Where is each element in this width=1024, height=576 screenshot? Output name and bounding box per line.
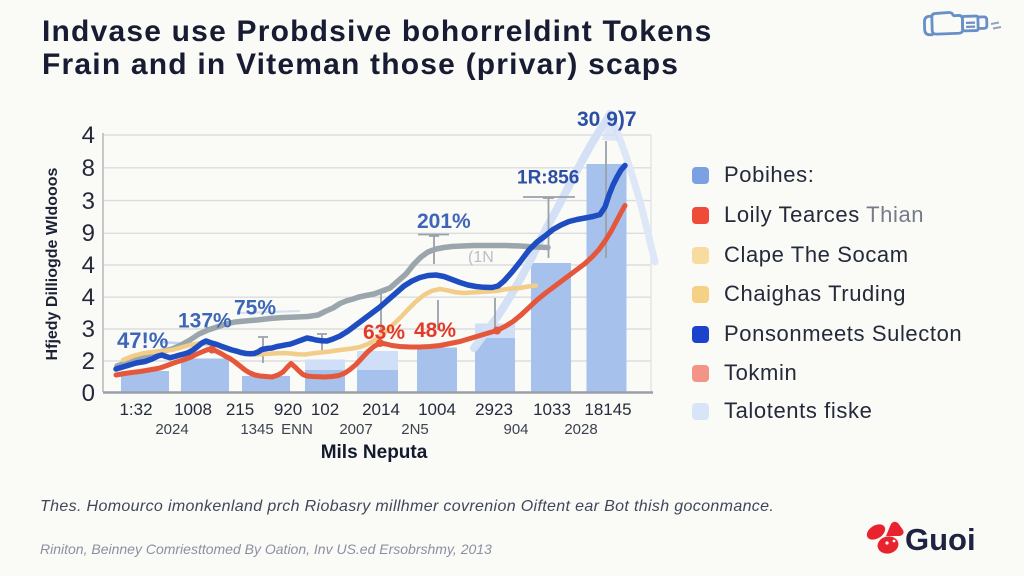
svg-text:137%: 137%: [178, 310, 232, 333]
svg-text:3: 3: [82, 316, 95, 343]
svg-text:1:32: 1:32: [119, 400, 152, 419]
svg-text:47!%: 47!%: [117, 328, 168, 353]
svg-text:9: 9: [82, 220, 95, 247]
svg-text:30 9)7: 30 9)7: [577, 108, 637, 131]
svg-text:4: 4: [82, 252, 95, 279]
svg-text:1004: 1004: [418, 400, 456, 419]
svg-text:63%: 63%: [363, 321, 405, 344]
svg-text:48%: 48%: [414, 319, 456, 342]
svg-text:2028: 2028: [564, 421, 597, 438]
svg-text:Mils Neputa: Mils Neputa: [321, 442, 428, 463]
svg-text:18145: 18145: [584, 400, 631, 419]
svg-text:4: 4: [82, 122, 95, 149]
svg-text:4: 4: [82, 284, 95, 311]
svg-text:2014: 2014: [362, 400, 400, 419]
svg-text:3: 3: [82, 188, 95, 215]
svg-text:920: 920: [274, 400, 302, 419]
svg-text:1008: 1008: [174, 400, 212, 419]
svg-text:1R:856: 1R:856: [517, 168, 579, 189]
svg-text:0: 0: [82, 380, 95, 407]
svg-text:201%: 201%: [417, 210, 471, 233]
svg-text:2024: 2024: [155, 421, 188, 438]
svg-text:ENN: ENN: [281, 421, 313, 438]
svg-text:(1N: (1N: [468, 249, 494, 266]
svg-text:2007: 2007: [339, 421, 372, 438]
svg-text:Hfjedy Dilliogde Wldooos: Hfjedy Dilliogde Wldooos: [44, 167, 61, 360]
svg-text:215: 215: [226, 400, 254, 419]
svg-text:2N5: 2N5: [401, 421, 429, 438]
svg-text:904: 904: [503, 421, 528, 438]
svg-text:1033: 1033: [533, 400, 571, 419]
svg-text:2: 2: [82, 348, 95, 375]
svg-text:8: 8: [82, 155, 95, 182]
svg-text:1345: 1345: [240, 421, 273, 438]
svg-text:75%: 75%: [234, 297, 276, 320]
svg-text:2923: 2923: [475, 400, 513, 419]
svg-text:102: 102: [311, 400, 339, 419]
